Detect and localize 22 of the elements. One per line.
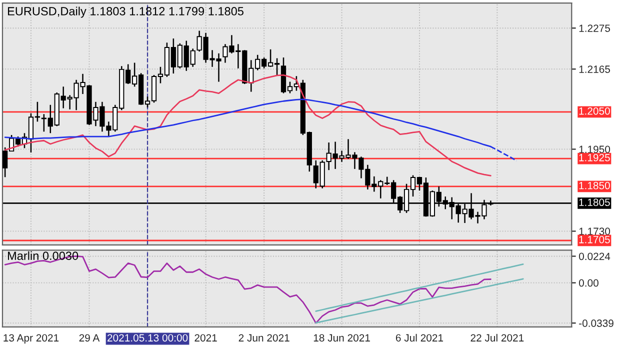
chart-title: Marlin 0.0030 [8, 251, 78, 260]
x-tick-label: 22 Jul 2021 [470, 334, 524, 342]
y-tick-label: -0.0339 [579, 320, 614, 327]
ref-line-label: 1.1705 [579, 236, 610, 244]
y-tick-label: 0.00 [578, 279, 598, 287]
x-tick-label: 2021.05.13 00:00 [108, 334, 188, 342]
x-tick-label: 2021 [194, 334, 217, 342]
ref-line-label: 1.1925 [579, 154, 610, 162]
y-tick-label: 1.1950 [579, 146, 610, 154]
x-tick-label: 2 Jun 2021 [238, 334, 290, 342]
y-tick-label: 1.2165 [579, 66, 610, 73]
x-tick-label: 13 Apr 2021 [4, 334, 59, 344]
x-tick-label: 29 A [79, 334, 100, 342]
x-tick-label: 6 Jul 2021 [396, 334, 444, 342]
ref-line-label: 1.1850 [579, 182, 610, 190]
ref-line-label: 1.2050 [579, 107, 610, 115]
x-tick-label: 18 Jun 2021 [314, 334, 370, 342]
y-tick-label: 1.1730 [579, 228, 610, 236]
ref-line-label: 1.1805 [579, 198, 610, 206]
chart-title: EURUSD,Daily 1.1803 1.1812 1.1799 1.1805 [8, 6, 244, 18]
y-tick-label: 0.0224 [578, 252, 610, 260]
y-tick-label: 1.2275 [579, 24, 610, 32]
